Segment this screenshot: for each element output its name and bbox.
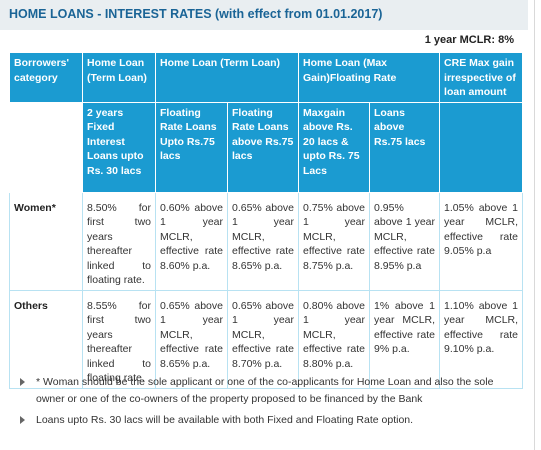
- subheader-floating-above-75: Floating Rate Loans above Rs.75 lacs: [226, 101, 300, 193]
- footnotes: * Woman should be the sole applicant or …: [20, 374, 522, 433]
- subheader-maxgain-20-75: Maxgain above Rs. 20 lacs & upto Rs. 75 …: [298, 101, 371, 193]
- rate-cell: 0.80% above 1 year MCLR, effective rate …: [298, 289, 371, 389]
- subheader-blank: [9, 101, 83, 193]
- subheader-blank-cre: [439, 101, 524, 193]
- table-row: Women* 8.50% for first two years thereaf…: [9, 191, 524, 291]
- interest-rates-panel: HOME LOANS - INTEREST RATES (with effect…: [0, 0, 528, 433]
- row-category: Women*: [9, 191, 83, 291]
- rate-cell: 0.95% above 1 year MCLR, effective rate …: [369, 191, 441, 291]
- page-scroll-edge: [530, 0, 541, 450]
- mclr-label: 1 year MCLR: 8%: [424, 34, 514, 46]
- rate-cell: 8.50% for first two years thereafter lin…: [82, 191, 156, 291]
- rate-cell: 0.65% above 1 year MCLR, effective rate …: [155, 289, 228, 389]
- interest-rates-table: Borrowers' category Home Loan (Term Loan…: [9, 52, 524, 389]
- rate-cell: 1% above 1 year MCLR, effective rate 9% …: [369, 289, 441, 389]
- rate-cell: 0.65% above 1 year MCLR, effective rate …: [226, 289, 300, 389]
- header-home-loan-term-floating: Home Loan (Term Loan): [154, 52, 300, 103]
- header-borrowers-category: Borrowers' category: [9, 52, 83, 103]
- footnote-item: * Woman should be the sole applicant or …: [20, 374, 522, 408]
- header-cre-maxgain: CRE Max gain irrespective of loan amount: [439, 52, 524, 103]
- table-subheader-row: 2 years Fixed Interest Loans upto Rs. 30…: [9, 101, 524, 193]
- footnote-item: Loans upto Rs. 30 lacs will be available…: [20, 412, 522, 429]
- subheader-maxgain-above-75: Loans above Rs.75 lacs: [369, 101, 441, 193]
- table-header-row: Borrowers' category Home Loan (Term Loan…: [9, 52, 524, 103]
- page-title: HOME LOANS - INTEREST RATES (with effect…: [9, 7, 383, 21]
- footnote-text: Loans upto Rs. 30 lacs will be available…: [36, 414, 414, 426]
- triangle-bullet-icon: [20, 416, 25, 424]
- rate-cell: 0.60% above 1 year MCLR, effective rate …: [155, 191, 228, 291]
- header-home-loan-term: Home Loan (Term Loan): [82, 52, 156, 103]
- table-row: Others 8.55% for first two years thereaf…: [9, 289, 524, 389]
- subheader-floating-upto-75: Floating Rate Loans Upto Rs.75 lacs: [155, 101, 228, 193]
- divider: [534, 0, 535, 450]
- header-home-loan-maxgain: Home Loan (Max Gain)Floating Rate: [298, 52, 441, 103]
- triangle-bullet-icon: [20, 378, 25, 386]
- rate-cell: 0.75% above 1 year MCLR, effective rate …: [298, 191, 371, 291]
- title-bar: HOME LOANS - INTEREST RATES (with effect…: [0, 0, 528, 30]
- rate-cell: 0.65% above 1 year MCLR, effective rate …: [226, 191, 300, 291]
- subheader-fixed-loans: 2 years Fixed Interest Loans upto Rs. 30…: [82, 101, 156, 193]
- rate-cell: 1.10% above 1 year MCLR, effective rate …: [439, 289, 524, 389]
- row-category: Others: [9, 289, 83, 389]
- footnote-text: * Woman should be the sole applicant or …: [36, 376, 494, 405]
- rate-cell: 1.05% above 1 year MCLR, effective rate …: [439, 191, 524, 291]
